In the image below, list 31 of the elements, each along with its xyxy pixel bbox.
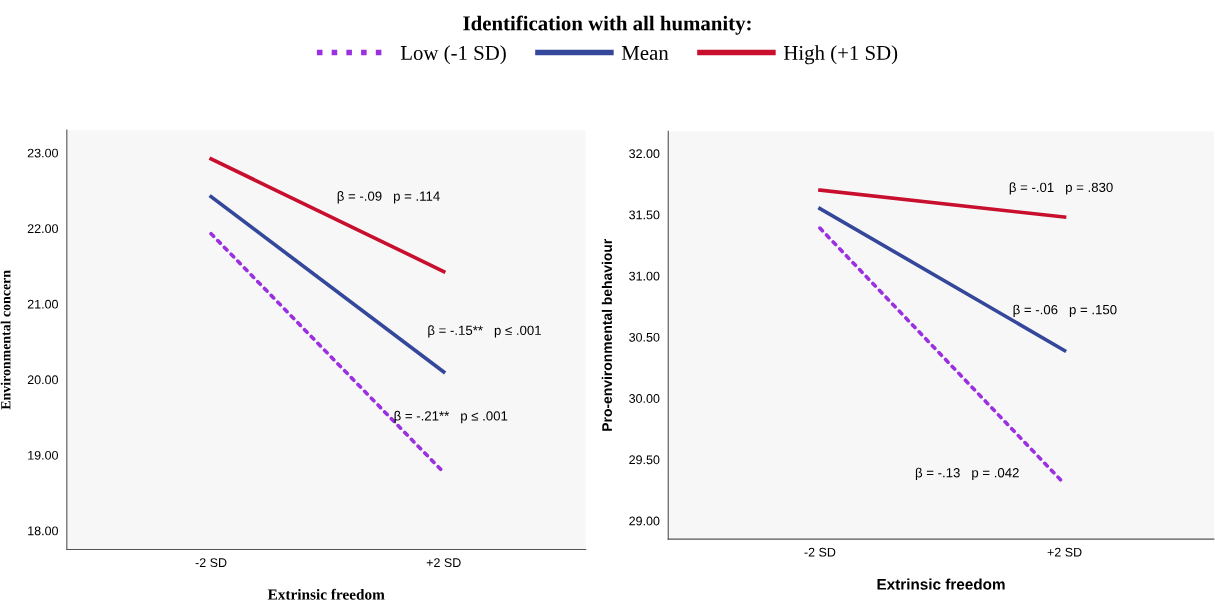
y-tick-label: 19.00: [28, 450, 59, 460]
x-axis-title: Extrinsic freedom: [877, 578, 1005, 590]
annotation: β = -.06 p = .150: [1013, 304, 1117, 317]
legend-label: Low (-1 SD): [400, 45, 506, 65]
x-tick-label: -2 SD: [804, 547, 836, 557]
y-tick-label: 31.00: [629, 271, 660, 281]
annotation: β = -.15** p ≤ .001: [428, 325, 541, 338]
y-tick-label: 30.00: [629, 394, 660, 403]
legend-label: High (+1 SD): [783, 45, 898, 65]
y-tick-label: 22.00: [27, 224, 59, 234]
y-tick-label: 18.00: [28, 526, 59, 536]
x-axis-title: Extrinsic freedom: [267, 588, 385, 600]
x-tick-label: +2 SD: [426, 558, 461, 568]
x-tick-label: +2 SD: [1047, 547, 1082, 557]
y-tick-label: 21.00: [27, 299, 59, 309]
y-tick-label: 32.00: [629, 149, 660, 159]
annotation: β = -.09 p = .114: [337, 191, 440, 204]
y-axis-title: Pro-environmental behaviour: [601, 238, 613, 431]
annotation: β = -.13 p = .042: [915, 467, 1019, 481]
y-tick-label: 29.50: [629, 455, 660, 465]
y-tick-label: 31.50: [629, 210, 660, 220]
y-tick-label: 23.00: [27, 148, 59, 158]
y-tick-label: 20.00: [27, 375, 59, 385]
y-tick-label: 29.00: [629, 516, 660, 526]
y-axis-title: Environmental concern: [0, 270, 11, 410]
legend-label: Mean: [621, 46, 669, 60]
annotation: β = -.01 p = .830: [1009, 182, 1113, 195]
y-tick-label: 30.50: [629, 332, 660, 342]
legend-title: Identification with all humanity:: [463, 15, 751, 35]
x-tick-label: -2 SD: [195, 558, 227, 568]
annotation: β = -.21** p ≤ .001: [394, 410, 508, 424]
